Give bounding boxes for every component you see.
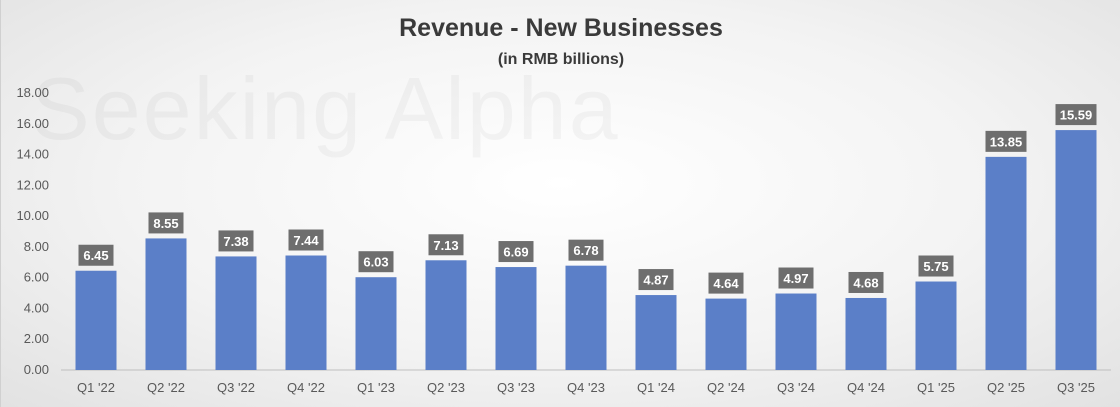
y-tick-label: 6.00	[24, 270, 49, 285]
x-tick-label: Q3 '25	[1057, 380, 1095, 395]
data-label: 5.75	[923, 259, 948, 274]
data-label: 4.87	[643, 273, 668, 288]
chart-subtitle: (in RMB billions)	[497, 51, 625, 68]
data-label: 6.69	[503, 245, 528, 260]
data-label-box	[498, 241, 534, 263]
data-label: 4.97	[783, 271, 808, 286]
y-tick-label: 12.00	[16, 177, 49, 192]
bar	[425, 260, 467, 370]
x-tick-label: Q2 '25	[987, 380, 1025, 395]
x-tick-label: Q1 '24	[637, 380, 675, 395]
bar	[75, 270, 117, 370]
data-label: 6.45	[83, 248, 108, 263]
y-tick-label: 4.00	[24, 300, 49, 315]
chart-title: Revenue - New Businesses	[399, 14, 723, 42]
data-label-box	[288, 229, 324, 251]
data-label-box	[78, 244, 114, 266]
x-tick-label: Q3 '22	[217, 380, 255, 395]
x-tick-label: Q2 '22	[147, 380, 185, 395]
data-label-box	[218, 230, 254, 252]
data-label: 13.85	[990, 134, 1023, 149]
y-tick-label: 10.00	[16, 208, 49, 223]
data-label: 4.68	[853, 275, 878, 290]
data-label-box	[778, 267, 814, 289]
x-tick-label: Q3 '23	[497, 380, 535, 395]
x-tick-label: Q2 '24	[707, 380, 745, 395]
x-tick-label: Q2 '23	[427, 380, 465, 395]
bar	[985, 156, 1027, 370]
x-tick-label: Q1 '25	[917, 380, 955, 395]
y-tick-label: 18.00	[16, 85, 49, 100]
data-label-box	[428, 234, 464, 256]
data-label-box	[918, 255, 954, 277]
data-label-box	[568, 239, 604, 261]
y-tick-label: 2.00	[24, 331, 49, 346]
data-label-box	[985, 130, 1027, 152]
data-label: 7.38	[223, 234, 248, 249]
data-label-box	[848, 271, 884, 293]
y-tick-label: 8.00	[24, 239, 49, 254]
bar	[845, 297, 887, 370]
y-tick-label: 0.00	[24, 362, 49, 377]
x-tick-label: Q4 '24	[847, 380, 885, 395]
bar	[285, 255, 327, 370]
bar	[565, 265, 607, 370]
y-tick-label: 16.00	[16, 116, 49, 131]
bar	[635, 295, 677, 370]
bar	[705, 298, 747, 370]
bar	[915, 281, 957, 370]
x-tick-label: Q4 '23	[567, 380, 605, 395]
bar	[145, 238, 187, 370]
x-tick-label: Q1 '23	[357, 380, 395, 395]
bar	[215, 256, 257, 370]
bar	[1055, 130, 1097, 370]
x-tick-label: Q1 '22	[77, 380, 115, 395]
data-label-box	[148, 212, 184, 234]
data-label: 6.78	[573, 243, 598, 258]
data-label: 4.64	[713, 276, 739, 291]
data-label-box	[638, 269, 674, 291]
data-label: 7.13	[433, 238, 458, 253]
x-tick-label: Q3 '24	[777, 380, 815, 395]
data-label: 8.55	[153, 216, 178, 231]
data-label-box	[708, 272, 744, 294]
bar	[775, 293, 817, 370]
x-tick-label: Q4 '22	[287, 380, 325, 395]
data-label: 6.03	[363, 255, 388, 270]
bar	[355, 277, 397, 370]
bar	[495, 267, 537, 370]
data-label: 7.44	[293, 233, 319, 248]
data-label: 15.59	[1060, 108, 1093, 123]
y-tick-label: 14.00	[16, 147, 49, 162]
data-label-box	[1055, 104, 1097, 126]
data-label-box	[358, 251, 394, 273]
